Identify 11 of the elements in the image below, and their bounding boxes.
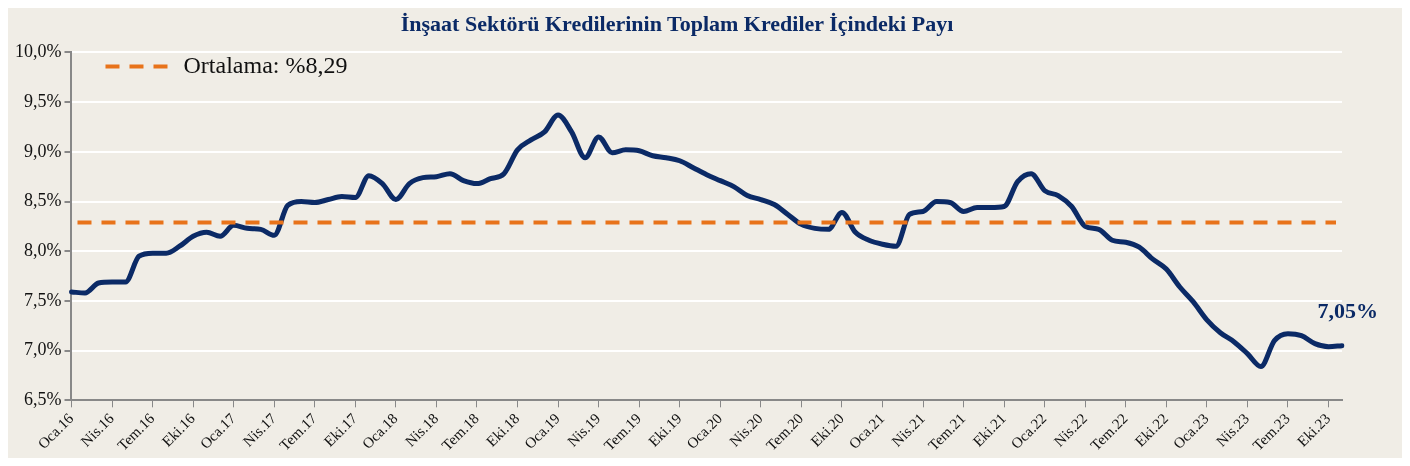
y-tick-label: 8,5% — [23, 190, 62, 211]
y-tick-label: 8,0% — [23, 239, 62, 260]
chart-title: İnşaat Sektörü Kredilerinin Toplam Krediler İçindeki Payı — [400, 10, 954, 36]
y-tick-label: 6,5% — [23, 389, 62, 410]
y-tick-label: 7,0% — [23, 339, 62, 360]
y-tick-label: 10,0% — [14, 41, 62, 62]
y-tick-label: 7,5% — [23, 289, 62, 310]
data-label: 7,05% — [1317, 298, 1378, 324]
y-tick-label: 9,5% — [23, 90, 62, 111]
legend-label: Ortalama: %8,29 — [183, 51, 348, 78]
y-tick-label: 9,0% — [23, 140, 62, 161]
